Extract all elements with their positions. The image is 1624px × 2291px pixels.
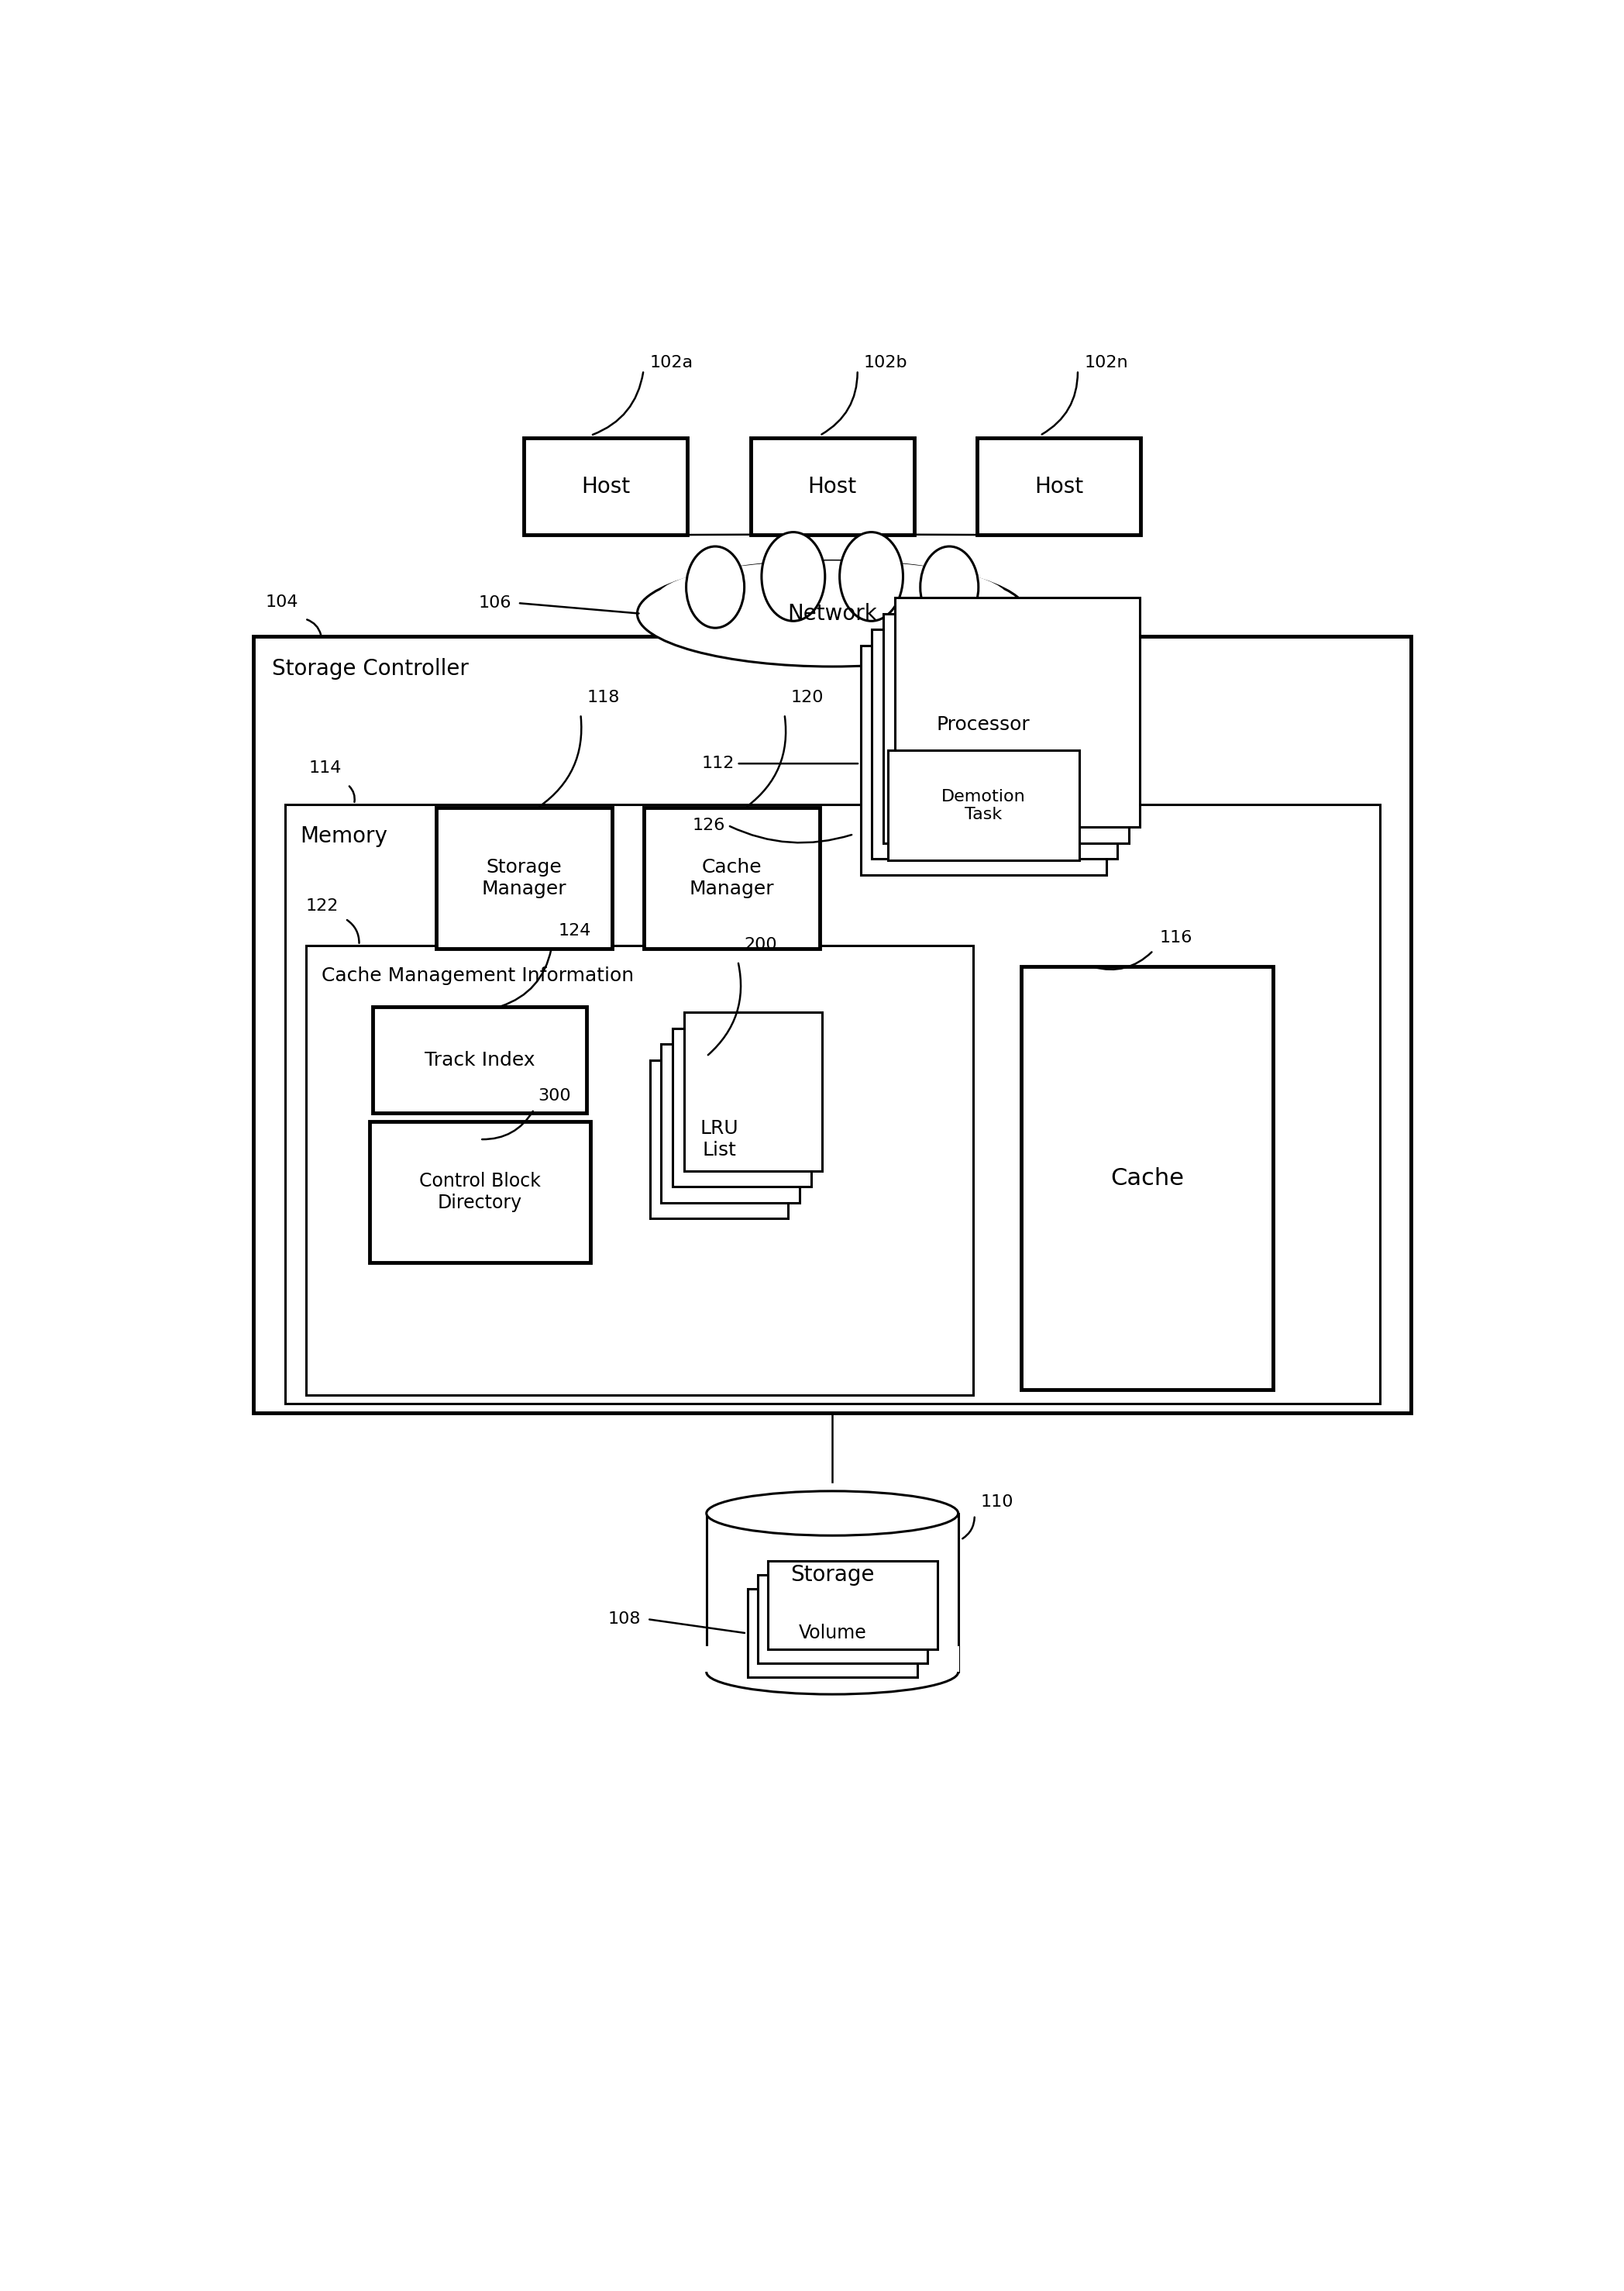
- Text: LRU
List: LRU List: [700, 1120, 739, 1159]
- Circle shape: [687, 548, 744, 628]
- Ellipse shape: [656, 561, 1009, 635]
- Text: Track Index: Track Index: [425, 1052, 534, 1070]
- Text: 122: 122: [305, 898, 339, 914]
- Text: 102b: 102b: [864, 355, 908, 371]
- FancyBboxPatch shape: [747, 1590, 918, 1677]
- Text: Cache: Cache: [1111, 1166, 1184, 1189]
- Text: 200: 200: [744, 937, 778, 953]
- Text: 120: 120: [791, 690, 823, 706]
- Circle shape: [762, 532, 825, 621]
- FancyBboxPatch shape: [705, 1647, 960, 1672]
- Text: Network: Network: [788, 603, 877, 625]
- Text: 124: 124: [559, 923, 591, 939]
- Text: 114: 114: [309, 761, 341, 777]
- Text: 300: 300: [538, 1088, 570, 1104]
- Text: 110: 110: [981, 1494, 1013, 1510]
- FancyBboxPatch shape: [895, 598, 1140, 827]
- FancyBboxPatch shape: [757, 1574, 927, 1663]
- Text: Cache Management Information: Cache Management Information: [322, 967, 633, 985]
- Text: Storage Controller: Storage Controller: [273, 658, 469, 680]
- Text: 116: 116: [1160, 930, 1192, 946]
- FancyBboxPatch shape: [370, 1123, 590, 1262]
- Text: Control Block
Directory: Control Block Directory: [419, 1173, 541, 1212]
- Text: 104: 104: [266, 596, 299, 609]
- Text: 108: 108: [607, 1611, 641, 1627]
- Text: 126: 126: [692, 818, 726, 834]
- Text: Storage
Manager: Storage Manager: [481, 859, 567, 898]
- Circle shape: [840, 532, 903, 621]
- FancyBboxPatch shape: [525, 438, 687, 536]
- Text: Cache
Manager: Cache Manager: [689, 859, 775, 898]
- Text: Host: Host: [1034, 477, 1083, 497]
- Text: Host: Host: [581, 477, 630, 497]
- Text: 102n: 102n: [1085, 355, 1129, 371]
- FancyBboxPatch shape: [888, 751, 1078, 861]
- Text: 106: 106: [479, 596, 512, 612]
- FancyBboxPatch shape: [684, 1013, 822, 1171]
- FancyBboxPatch shape: [650, 1061, 788, 1219]
- FancyBboxPatch shape: [750, 438, 914, 536]
- Text: Processor: Processor: [937, 715, 1030, 733]
- FancyBboxPatch shape: [883, 614, 1129, 843]
- FancyBboxPatch shape: [643, 809, 820, 948]
- FancyBboxPatch shape: [284, 804, 1380, 1404]
- Text: Memory: Memory: [300, 825, 388, 848]
- Text: 118: 118: [586, 690, 620, 706]
- FancyBboxPatch shape: [1021, 967, 1273, 1391]
- Circle shape: [921, 548, 978, 628]
- FancyBboxPatch shape: [374, 1008, 586, 1113]
- Text: Volume: Volume: [799, 1624, 866, 1643]
- FancyBboxPatch shape: [861, 646, 1106, 875]
- Text: 112: 112: [702, 756, 734, 772]
- FancyBboxPatch shape: [706, 1514, 958, 1672]
- Ellipse shape: [637, 561, 1028, 667]
- Text: Host: Host: [807, 477, 857, 497]
- Text: 102a: 102a: [650, 355, 693, 371]
- Text: Storage: Storage: [791, 1565, 874, 1585]
- FancyBboxPatch shape: [978, 438, 1140, 536]
- FancyBboxPatch shape: [872, 630, 1117, 859]
- Ellipse shape: [706, 1650, 958, 1695]
- Text: Demotion
Task: Demotion Task: [942, 788, 1025, 822]
- FancyBboxPatch shape: [253, 637, 1411, 1414]
- FancyBboxPatch shape: [661, 1045, 799, 1203]
- FancyBboxPatch shape: [307, 946, 973, 1395]
- FancyBboxPatch shape: [672, 1029, 810, 1187]
- FancyBboxPatch shape: [435, 809, 612, 948]
- FancyBboxPatch shape: [768, 1560, 937, 1650]
- Ellipse shape: [706, 1491, 958, 1535]
